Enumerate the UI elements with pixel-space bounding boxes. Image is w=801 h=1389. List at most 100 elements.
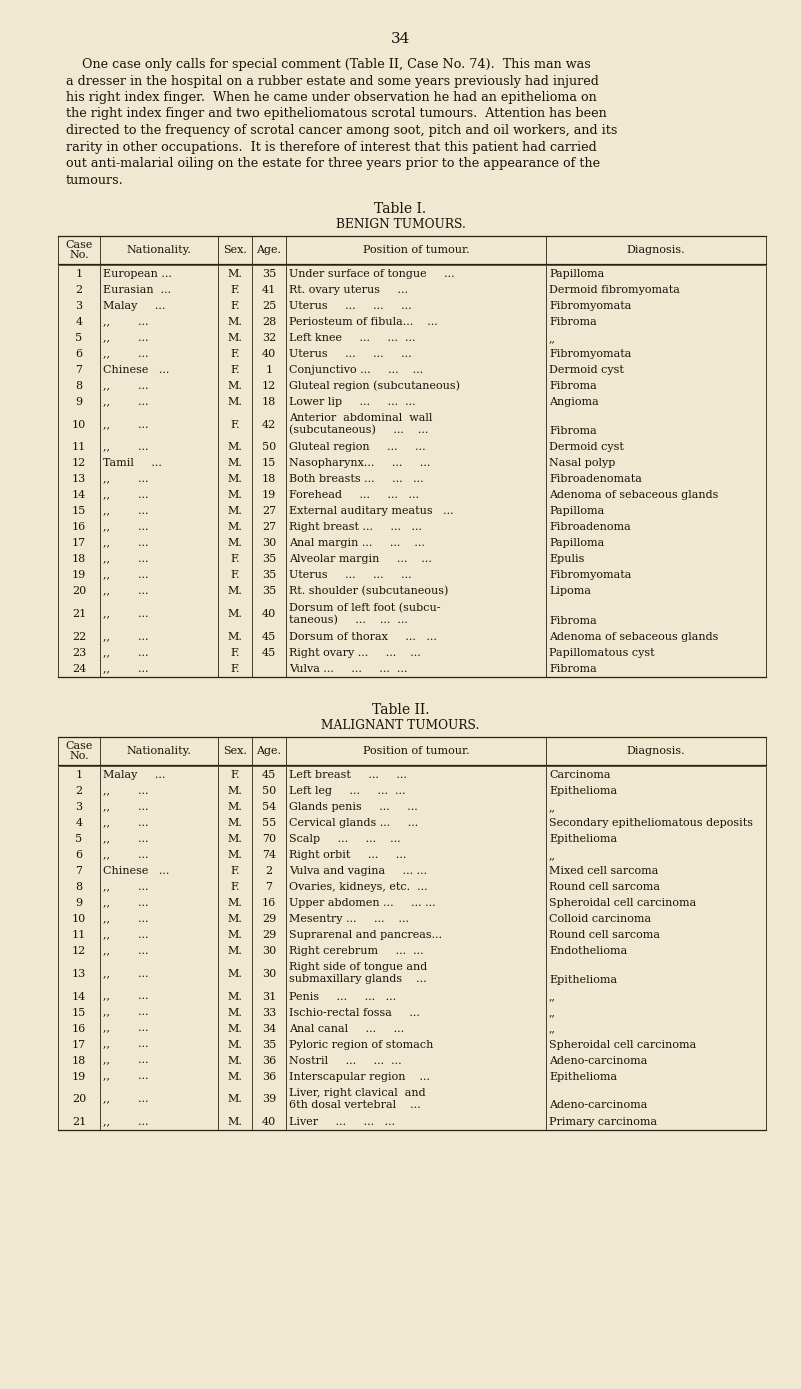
Text: 17: 17: [72, 1039, 86, 1050]
Text: 7: 7: [265, 882, 272, 892]
Text: Nationality.: Nationality.: [127, 244, 191, 256]
Text: 19: 19: [262, 490, 276, 500]
Text: Adenoma of sebaceous glands: Adenoma of sebaceous glands: [549, 490, 718, 500]
Text: External auditary meatus   ...: External auditary meatus ...: [289, 507, 453, 517]
Text: ,,        ...: ,, ...: [103, 333, 148, 343]
Text: M.: M.: [227, 397, 243, 407]
Text: M.: M.: [227, 522, 243, 532]
Text: 18: 18: [262, 475, 276, 485]
Text: 40: 40: [262, 349, 276, 358]
Text: 39: 39: [262, 1095, 276, 1104]
Text: Secondary epitheliomatous deposits: Secondary epitheliomatous deposits: [549, 818, 753, 828]
Text: Left breast     ...     ...: Left breast ... ...: [289, 770, 407, 781]
Text: Anal margin ...     ...    ...: Anal margin ... ... ...: [289, 539, 425, 549]
Text: Liver     ...     ...   ...: Liver ... ... ...: [289, 1117, 395, 1126]
Text: Position of tumour.: Position of tumour.: [363, 244, 469, 256]
Text: 29: 29: [262, 914, 276, 924]
Text: ,,        ...: ,, ...: [103, 968, 148, 979]
Text: ,,        ...: ,, ...: [103, 818, 148, 828]
Text: ,,: ,,: [549, 1007, 556, 1018]
Text: Right ovary ...     ...    ...: Right ovary ... ... ...: [289, 649, 421, 658]
Text: 9: 9: [75, 397, 83, 407]
Text: ,,        ...: ,, ...: [103, 664, 148, 674]
Text: ,,        ...: ,, ...: [103, 610, 148, 619]
Text: Fibromyomata: Fibromyomata: [549, 349, 631, 358]
Text: Anterior  abdominal  wall: Anterior abdominal wall: [289, 413, 433, 424]
Text: Interscapular region    ...: Interscapular region ...: [289, 1071, 430, 1082]
Text: M.: M.: [227, 507, 243, 517]
Text: 45: 45: [262, 770, 276, 781]
Text: 1: 1: [75, 269, 83, 279]
Text: Diagnosis.: Diagnosis.: [626, 244, 686, 256]
Text: Ovaries, kidneys, etc.  ...: Ovaries, kidneys, etc. ...: [289, 882, 428, 892]
Text: 8: 8: [75, 381, 83, 390]
Text: Nasopharynx...     ...     ...: Nasopharynx... ... ...: [289, 458, 430, 468]
Text: Dermoid fibromyomata: Dermoid fibromyomata: [549, 285, 680, 294]
Text: ,,        ...: ,, ...: [103, 632, 148, 642]
Text: Sex.: Sex.: [223, 746, 247, 756]
Text: Table I.: Table I.: [374, 201, 427, 217]
Text: a dresser in the hospital on a rubber estate and some years previously had injur: a dresser in the hospital on a rubber es…: [66, 75, 599, 88]
Text: Uterus     ...     ...     ...: Uterus ... ... ...: [289, 571, 412, 581]
Text: 32: 32: [262, 333, 276, 343]
Text: 50: 50: [262, 786, 276, 796]
Text: M.: M.: [227, 333, 243, 343]
Text: Sex.: Sex.: [223, 244, 247, 256]
Text: Fibroma: Fibroma: [549, 426, 597, 436]
Text: ,,        ...: ,, ...: [103, 833, 148, 845]
Text: 16: 16: [72, 1024, 87, 1033]
Text: 11: 11: [72, 443, 87, 453]
Text: M.: M.: [227, 931, 243, 940]
Text: 6: 6: [75, 850, 83, 860]
Text: 35: 35: [262, 269, 276, 279]
Text: Lower lip     ...     ...  ...: Lower lip ... ... ...: [289, 397, 416, 407]
Text: F.: F.: [230, 865, 239, 876]
Text: F.: F.: [230, 882, 239, 892]
Text: M.: M.: [227, 458, 243, 468]
Text: Malay     ...: Malay ...: [103, 770, 165, 781]
Text: ,,        ...: ,, ...: [103, 419, 148, 429]
Text: 15: 15: [72, 1007, 87, 1018]
Text: 12: 12: [262, 381, 276, 390]
Text: ,,        ...: ,, ...: [103, 850, 148, 860]
Text: Left leg     ...     ...  ...: Left leg ... ... ...: [289, 786, 405, 796]
Text: Nostril     ...     ...  ...: Nostril ... ... ...: [289, 1056, 401, 1065]
Text: 18: 18: [262, 397, 276, 407]
Text: 25: 25: [262, 301, 276, 311]
Text: M.: M.: [227, 801, 243, 813]
Text: directed to the frequency of scrotal cancer among soot, pitch and oil workers, a: directed to the frequency of scrotal can…: [66, 124, 618, 138]
Text: 74: 74: [262, 850, 276, 860]
Text: M.: M.: [227, 818, 243, 828]
Text: Cervical glands ...     ...: Cervical glands ... ...: [289, 818, 418, 828]
Text: 45: 45: [262, 632, 276, 642]
Text: rarity in other occupations.  It is therefore of interest that this patient had : rarity in other occupations. It is there…: [66, 140, 597, 154]
Text: Adeno-carcinoma: Adeno-carcinoma: [549, 1100, 647, 1110]
Text: 45: 45: [262, 649, 276, 658]
Text: 21: 21: [72, 610, 87, 619]
Text: 2: 2: [265, 865, 272, 876]
Text: M.: M.: [227, 269, 243, 279]
Text: Primary carcinoma: Primary carcinoma: [549, 1117, 657, 1126]
Text: M.: M.: [227, 539, 243, 549]
Text: ,,        ...: ,, ...: [103, 490, 148, 500]
Text: ,,        ...: ,, ...: [103, 1039, 148, 1050]
Text: F.: F.: [230, 301, 239, 311]
Text: Mesentry ...     ...    ...: Mesentry ... ... ...: [289, 914, 409, 924]
Text: ,,        ...: ,, ...: [103, 1007, 148, 1018]
Text: 40: 40: [262, 1117, 276, 1126]
Text: 16: 16: [262, 899, 276, 908]
Text: 20: 20: [72, 586, 87, 596]
Text: M.: M.: [227, 899, 243, 908]
Text: 34: 34: [391, 32, 410, 46]
Text: 28: 28: [262, 317, 276, 326]
Text: Fibromyomata: Fibromyomata: [549, 301, 631, 311]
Text: M.: M.: [227, 475, 243, 485]
Text: 15: 15: [72, 507, 87, 517]
Text: 10: 10: [72, 419, 87, 429]
Text: Case: Case: [66, 240, 93, 250]
Text: Papilloma: Papilloma: [549, 507, 604, 517]
Text: Forehead     ...     ...   ...: Forehead ... ... ...: [289, 490, 419, 500]
Text: 35: 35: [262, 571, 276, 581]
Text: Adeno-carcinoma: Adeno-carcinoma: [549, 1056, 647, 1065]
Text: Alveolar margin     ...    ...: Alveolar margin ... ...: [289, 554, 432, 564]
